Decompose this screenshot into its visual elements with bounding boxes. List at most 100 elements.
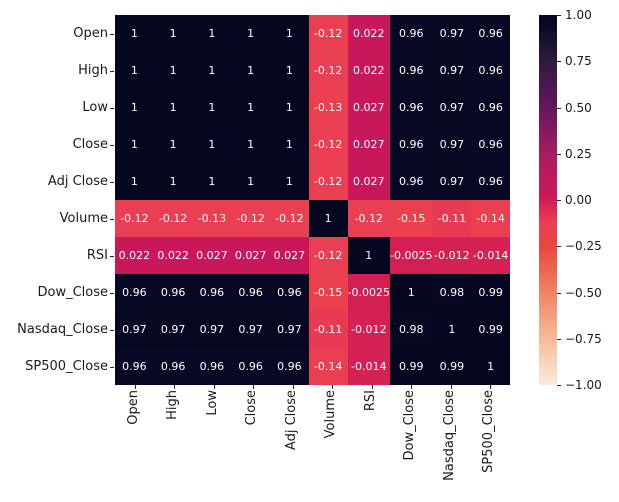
heatmap-cell-RSI-Low: 0.027 [192, 237, 232, 274]
colorbar-tick-mark [557, 292, 561, 294]
heatmap-cell-Dow_Close-Adj Close: 0.96 [270, 274, 309, 311]
heatmap-cell-Low-Nasdaq_Close: 0.97 [432, 89, 472, 126]
y-tick-label-Volume: Volume [59, 211, 108, 226]
heatmap-cell-Nasdaq_Close-Adj Close: 0.97 [270, 311, 309, 348]
y-tick-mark [110, 255, 114, 257]
x-tick-mark [490, 385, 492, 389]
heatmap-cell-SP500_Close-SP500_Close: 1 [471, 348, 510, 385]
colorbar-tick-label: 0.00 [565, 193, 592, 207]
heatmap-grid: 1 1 1 1 1 -0.12 0.022 0.96 0.97 0.96 1 1 1 1 1 -0.12 0.0… [115, 15, 510, 385]
heatmap-cell-Close-Dow_Close: 0.96 [390, 126, 433, 163]
heatmap-cell-Adj Close-High: 1 [153, 163, 193, 200]
heatmap-cell-Volume-Low: -0.13 [192, 200, 232, 237]
heatmap-cell-Low-High: 1 [153, 89, 193, 126]
heatmap-cell-Open-Nasdaq_Close: 0.97 [432, 15, 472, 52]
heatmap-cell-RSI-SP500_Close: -0.014 [471, 237, 510, 274]
heatmap-cell-RSI-Volume: -0.12 [308, 237, 348, 274]
heatmap-cell-High-Close: 1 [231, 52, 271, 89]
colorbar [539, 15, 557, 385]
heatmap-cell-Adj Close-SP500_Close: 0.96 [471, 163, 510, 200]
heatmap-cell-Open-Close: 1 [231, 15, 271, 52]
y-tick-mark [110, 181, 114, 183]
heatmap-cell-Low-SP500_Close: 0.96 [471, 89, 510, 126]
heatmap-cell-SP500_Close-RSI: -0.014 [347, 348, 391, 385]
x-tick-label-RSI: RSI [362, 390, 378, 412]
x-tick-mark [253, 385, 255, 389]
heatmap-cell-RSI-Adj Close: 0.027 [270, 237, 309, 274]
heatmap-cell-Dow_Close-Nasdaq_Close: 0.98 [432, 274, 472, 311]
colorbar-tick-label: 0.75 [565, 54, 592, 69]
heatmap-cell-Nasdaq_Close-Nasdaq_Close: 1 [432, 311, 472, 348]
heatmap-cell-SP500_Close-Close: 0.96 [231, 348, 271, 385]
heatmap-cell-High-Dow_Close: 0.96 [390, 52, 433, 89]
heatmap-cell-Adj Close-Volume: -0.12 [308, 163, 348, 200]
heatmap-cell-SP500_Close-Open: 0.96 [115, 348, 154, 385]
heatmap-cell-Volume-High: -0.12 [153, 200, 193, 237]
x-tick-mark [174, 385, 176, 389]
heatmap-cell-Close-SP500_Close: 0.96 [471, 126, 510, 163]
colorbar-tick-mark [557, 338, 561, 340]
x-tick-label-Volume: Volume [323, 390, 339, 439]
heatmap-cell-High-Low: 1 [192, 52, 232, 89]
y-tick-label-Nasdaq_Close: Nasdaq_Close [17, 322, 108, 337]
x-tick-mark [332, 385, 334, 389]
x-tick-label-Nasdaq_Close: Nasdaq_Close [441, 390, 457, 481]
heatmap-cell-Close-Close: 1 [231, 126, 271, 163]
y-tick-label-High: High [78, 63, 108, 78]
y-tick-mark [110, 292, 114, 294]
heatmap-cell-SP500_Close-Dow_Close: 0.99 [390, 348, 433, 385]
heatmap-cell-Open-High: 1 [153, 15, 193, 52]
heatmap-cell-Adj Close-Close: 1 [231, 163, 271, 200]
x-tick-mark [134, 385, 136, 389]
x-tick-mark [411, 385, 413, 389]
heatmap-cell-SP500_Close-Nasdaq_Close: 0.99 [432, 348, 472, 385]
heatmap-cell-Close-Nasdaq_Close: 0.97 [432, 126, 472, 163]
heatmap-cell-Nasdaq_Close-Low: 0.97 [192, 311, 232, 348]
heatmap-cell-Low-Volume: -0.13 [308, 89, 348, 126]
heatmap-cell-High-High: 1 [153, 52, 193, 89]
colorbar-tick-label: −1.00 [565, 378, 602, 392]
heatmap-cell-Nasdaq_Close-Volume: -0.11 [308, 311, 348, 348]
heatmap-cell-Open-Volume: -0.12 [308, 15, 348, 52]
heatmap-cell-Open-Open: 1 [115, 15, 154, 52]
colorbar-tick-mark [557, 200, 561, 201]
heatmap-cell-Low-Adj Close: 1 [270, 89, 309, 126]
y-tick-label-Close: Close [72, 137, 108, 152]
heatmap-cell-Volume-SP500_Close: -0.14 [471, 200, 510, 237]
heatmap-cell-SP500_Close-Volume: -0.14 [308, 348, 348, 385]
heatmap-cell-Dow_Close-High: 0.96 [153, 274, 193, 311]
y-tick-mark [110, 144, 114, 146]
y-tick-mark [110, 70, 114, 72]
heatmap-cell-Open-Dow_Close: 0.96 [390, 15, 433, 52]
heatmap-cell-Dow_Close-SP500_Close: 0.99 [471, 274, 510, 311]
colorbar-tick-mark [557, 15, 561, 16]
heatmap-cell-Volume-Adj Close: -0.12 [270, 200, 309, 237]
x-tick-mark [450, 385, 452, 389]
heatmap-cell-Volume-Dow_Close: -0.15 [390, 200, 433, 237]
heatmap-cell-Nasdaq_Close-Dow_Close: 0.98 [390, 311, 433, 348]
heatmap-cell-Close-Open: 1 [115, 126, 154, 163]
heatmap-cell-RSI-Open: 0.022 [115, 237, 154, 274]
colorbar-tick-mark [557, 385, 561, 386]
colorbar-tick-label: −0.50 [565, 285, 602, 300]
heatmap-cell-Low-Low: 1 [192, 89, 232, 126]
heatmap-cell-Volume-Close: -0.12 [231, 200, 271, 237]
colorbar-tick-mark [557, 153, 561, 155]
x-tick-mark [292, 385, 294, 389]
heatmap-cell-Volume-RSI: -0.12 [347, 200, 391, 237]
x-tick-label-Close: Close [244, 390, 260, 426]
heatmap-cell-Volume-Open: -0.12 [115, 200, 154, 237]
heatmap-cell-Volume-Nasdaq_Close: -0.11 [432, 200, 472, 237]
heatmap-cell-SP500_Close-High: 0.96 [153, 348, 193, 385]
x-tick-label-Dow_Close: Dow_Close [402, 390, 418, 461]
heatmap-cell-Adj Close-Low: 1 [192, 163, 232, 200]
heatmap-cell-RSI-Close: 0.027 [231, 237, 271, 274]
heatmap-cell-Nasdaq_Close-RSI: -0.012 [347, 311, 391, 348]
heatmap-cell-Open-Adj Close: 1 [270, 15, 309, 52]
heatmap-cell-High-SP500_Close: 0.96 [471, 52, 510, 89]
y-tick-mark [110, 33, 114, 35]
x-tick-label-Open: Open [125, 390, 141, 425]
y-tick-mark [110, 366, 114, 368]
heatmap-cell-Low-Close: 1 [231, 89, 271, 126]
